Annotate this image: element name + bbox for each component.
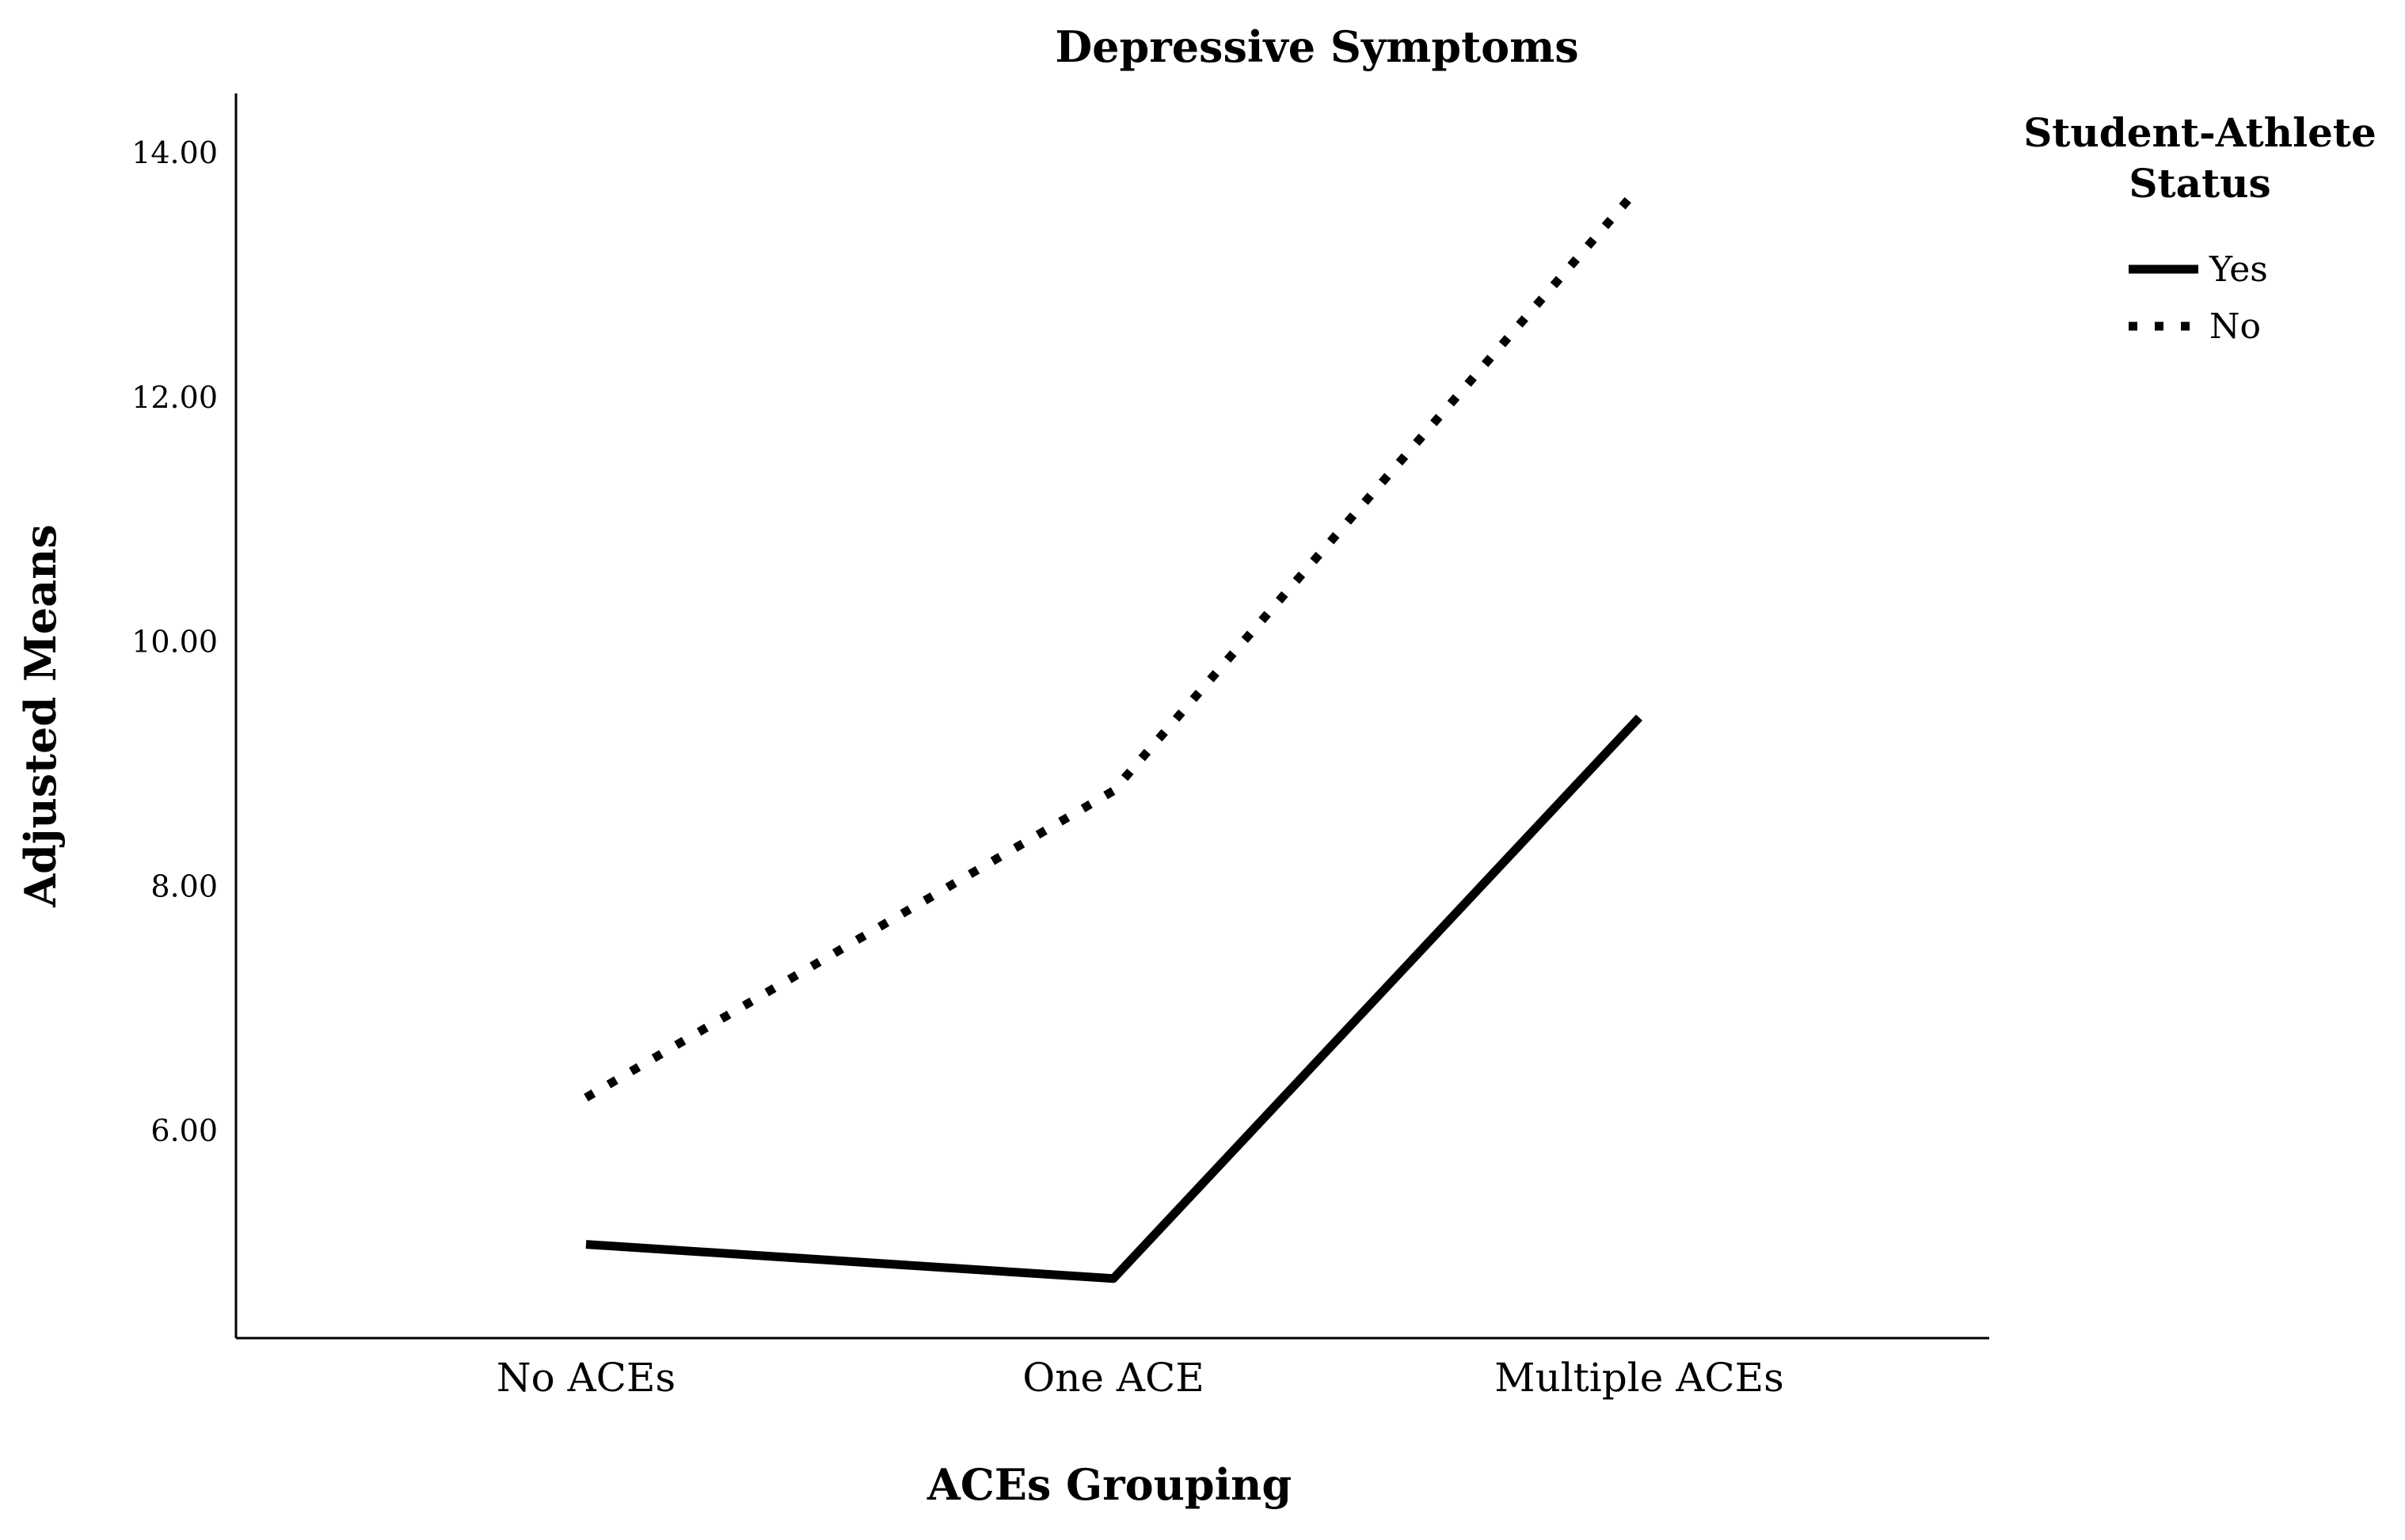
series-line-no: [584, 184, 1643, 1102]
legend-title-line-1: Student-Athlete: [2023, 109, 2376, 156]
x-tick-labels: No ACEs One ACE Multiple ACEs: [497, 1355, 1784, 1401]
chart-title: Depressive Symptoms: [1055, 21, 1578, 72]
x-tick-label: No ACEs: [497, 1355, 675, 1401]
y-axis-title: Adjusted Means: [15, 524, 66, 908]
y-tick-label: 8.00: [150, 869, 218, 903]
x-axis-title: ACEs Grouping: [927, 1459, 1292, 1510]
legend-title-line-2: Status: [2129, 160, 2270, 207]
legend-label-no: No: [2209, 306, 2261, 347]
series-line-yes: [585, 714, 1643, 1283]
y-tick-label: 10.00: [131, 625, 218, 660]
y-tick-label: 12.00: [131, 380, 218, 415]
x-tick-label: One ACE: [1022, 1355, 1204, 1401]
x-tick-label: Multiple ACEs: [1494, 1355, 1783, 1401]
y-tick-label: 6.00: [150, 1113, 218, 1148]
legend-items: Yes No: [2129, 249, 2268, 347]
axes: [234, 93, 1989, 1340]
series-group: [584, 184, 1643, 1283]
legend-label-yes: Yes: [2209, 249, 2268, 290]
y-tick-label: 14.00: [131, 135, 218, 170]
legend: Student-Athlete Status Yes No: [2023, 109, 2376, 347]
y-tick-labels: 6.00 8.00 10.00 12.00 14.00: [131, 135, 218, 1148]
